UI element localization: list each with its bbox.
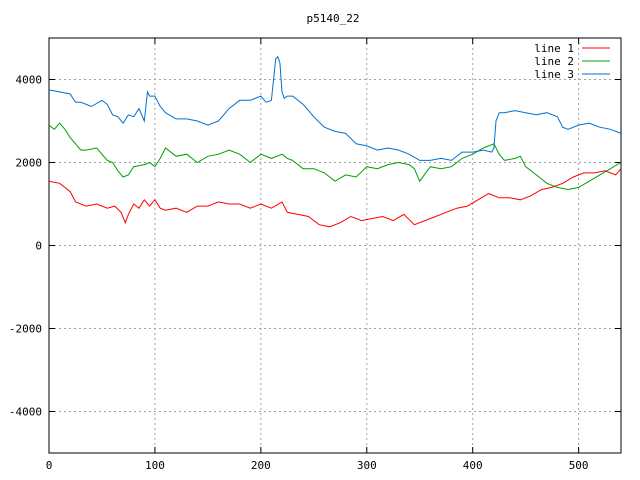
legend-label: line 1 bbox=[534, 42, 574, 55]
series-line-2 bbox=[48, 122, 622, 191]
x-tick-label: 400 bbox=[463, 459, 483, 472]
y-tick-label: -4000 bbox=[9, 406, 42, 419]
y-tick-label: 4000 bbox=[16, 74, 43, 87]
tick-layer: 0 100 200 300 400 500 -4000 -2000 0 2000 4000 bbox=[9, 38, 621, 472]
grid-layer bbox=[49, 38, 621, 453]
x-tick-label: 200 bbox=[251, 459, 271, 472]
y-tick-label: -2000 bbox=[9, 323, 42, 336]
x-tick-label: 500 bbox=[569, 459, 589, 472]
x-tick-label: 300 bbox=[357, 459, 377, 472]
y-tick-label: 0 bbox=[35, 240, 42, 253]
series-line-3 bbox=[48, 55, 622, 161]
x-tick-label: 0 bbox=[46, 459, 53, 472]
series-line-1 bbox=[48, 168, 622, 228]
chart-title: p5140_22 bbox=[307, 12, 360, 25]
legend-label: line 2 bbox=[534, 55, 574, 68]
series-layer bbox=[48, 55, 622, 228]
y-tick-label: 2000 bbox=[16, 157, 43, 170]
x-tick-label: 100 bbox=[145, 459, 165, 472]
legend-label: line 3 bbox=[534, 68, 574, 81]
